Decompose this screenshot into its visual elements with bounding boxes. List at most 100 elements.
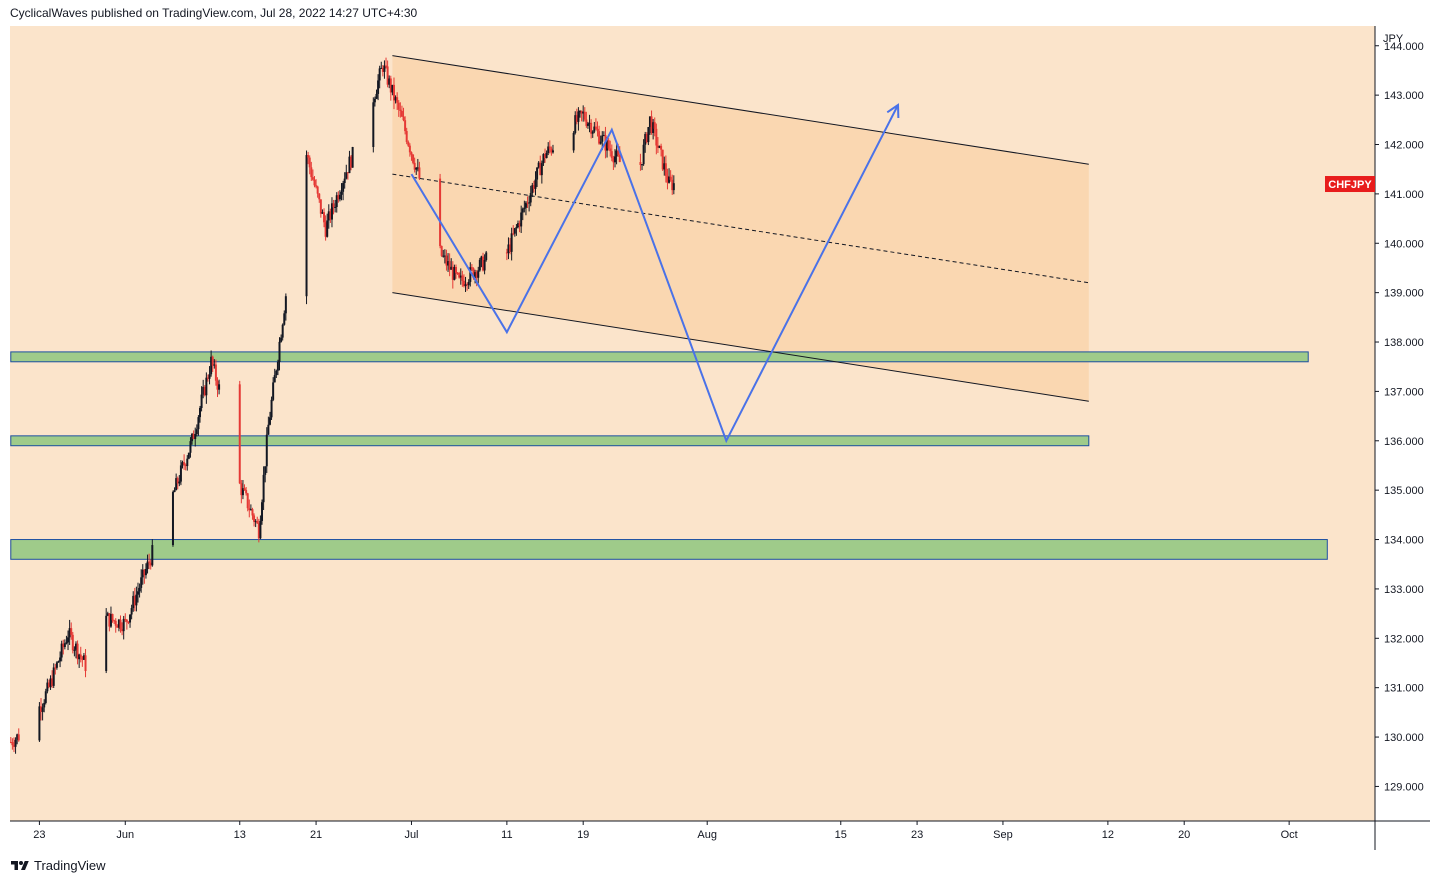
candle-body-195 xyxy=(453,267,456,280)
candle-body-227 xyxy=(523,207,526,209)
y-tick-label-4: 140.000 xyxy=(1384,238,1424,250)
candle-body-76 xyxy=(187,452,190,459)
candle-body-131 xyxy=(313,179,316,186)
channel-lower-line xyxy=(392,292,1089,402)
candle-body-260 xyxy=(594,126,597,129)
candle-body-100 xyxy=(245,490,248,494)
candle-body-247 xyxy=(574,115,577,133)
candle-body-156 xyxy=(372,102,375,148)
candle-body-35 xyxy=(84,655,87,672)
candle-body-250 xyxy=(579,110,582,112)
candle-body-259 xyxy=(593,126,596,132)
candle-body-246 xyxy=(572,132,575,151)
candle-body-239 xyxy=(542,154,545,164)
candle-body-217 xyxy=(507,244,510,253)
candle-body-153 xyxy=(348,156,351,174)
candle-body-123 xyxy=(281,324,284,338)
candle-body-43 xyxy=(116,625,119,628)
candle-body-28 xyxy=(73,649,76,651)
candle-body-99 xyxy=(243,488,246,491)
candle-body-213 xyxy=(482,256,485,271)
candle-body-139 xyxy=(326,220,329,237)
candle-body-18 xyxy=(57,661,60,663)
candle-body-146 xyxy=(337,195,340,200)
candle-body-88 xyxy=(206,377,209,379)
candle-body-122 xyxy=(280,337,283,342)
candle-body-211 xyxy=(478,259,481,271)
x-tick-label-0: 23 xyxy=(33,829,45,841)
candle-body-115 xyxy=(268,417,271,425)
candle-body-273 xyxy=(615,150,618,157)
publisher-line: CyclicalWaves published on TradingView.c… xyxy=(10,6,418,20)
candle-body-155 xyxy=(351,147,354,168)
y-tick-label-13: 131.000 xyxy=(1384,683,1424,695)
candle-body-275 xyxy=(618,154,621,163)
candle-body-30 xyxy=(76,643,79,660)
candle-body-140 xyxy=(327,211,330,221)
candle-body-29 xyxy=(74,643,77,650)
candle-body-134 xyxy=(318,193,321,200)
candle-body-80 xyxy=(194,434,197,439)
support-zone-2 xyxy=(10,435,1090,447)
candle-body-244 xyxy=(550,148,553,153)
candle-body-262 xyxy=(598,131,601,144)
candle-body-0 xyxy=(10,741,12,743)
candle-body-185 xyxy=(418,167,421,179)
y-tick-label-8: 136.000 xyxy=(1384,436,1424,448)
candle-body-166 xyxy=(388,78,391,85)
candle-body-159 xyxy=(377,80,380,94)
candle-body-125 xyxy=(284,296,287,314)
candle-body-39 xyxy=(109,614,112,627)
price-chart[interactable]: JPY 144.000 143.000 142.000 141.000 140.000 13… xyxy=(10,26,1430,850)
candle-body-127 xyxy=(307,155,310,158)
candle-body-174 xyxy=(400,110,403,117)
candle-body-144 xyxy=(334,206,337,208)
candle-body-66 xyxy=(171,492,174,546)
candle-body-62 xyxy=(146,561,149,570)
projection-path xyxy=(410,104,899,444)
candle-body-52 xyxy=(130,608,133,615)
candle-body-162 xyxy=(381,67,384,72)
candle-body-285 xyxy=(653,122,656,129)
candle-body-74 xyxy=(184,464,187,467)
candle-body-17 xyxy=(55,662,58,668)
candle-body-175 xyxy=(402,116,405,121)
y-tick-label-15: 129.000 xyxy=(1384,781,1424,793)
candle-body-255 xyxy=(586,123,589,126)
candle-body-218 xyxy=(509,244,512,252)
channel-median-line xyxy=(392,173,1089,284)
x-tick-label-13: Oct xyxy=(1281,829,1298,841)
candle-body-182 xyxy=(413,162,416,170)
candle-body-56 xyxy=(136,591,139,595)
candle-body-13 xyxy=(49,678,52,687)
candle-body-191 xyxy=(447,261,450,266)
candle-body-181 xyxy=(412,154,415,163)
candle-body-264 xyxy=(601,135,604,142)
candle-body-202 xyxy=(464,284,467,287)
candle-body-98 xyxy=(241,488,244,496)
candle-body-129 xyxy=(310,167,313,178)
candle-body-199 xyxy=(459,275,462,278)
candle-body-214 xyxy=(483,260,486,271)
candle-body-120 xyxy=(276,362,279,371)
x-tick-label-10: Sep xyxy=(993,829,1013,841)
candle-body-289 xyxy=(660,145,663,150)
candle-body-2 xyxy=(12,745,15,747)
candle-body-188 xyxy=(442,255,445,257)
candle-body-278 xyxy=(642,144,645,165)
candle-body-117 xyxy=(272,382,275,400)
candle-body-286 xyxy=(655,128,658,146)
candle-body-50 xyxy=(127,621,130,623)
candle-body-254 xyxy=(585,119,588,126)
candle-body-150 xyxy=(343,178,346,184)
ticker-label-bg xyxy=(1325,176,1375,193)
candle-body-165 xyxy=(386,66,389,85)
candle-body-177 xyxy=(405,131,408,142)
candle-body-257 xyxy=(590,122,593,134)
candle-body-225 xyxy=(520,212,523,227)
candle-body-84 xyxy=(200,394,203,408)
candle-body-297 xyxy=(672,183,675,191)
candle-body-61 xyxy=(144,569,147,576)
y-tick-label-10: 134.000 xyxy=(1384,535,1424,547)
